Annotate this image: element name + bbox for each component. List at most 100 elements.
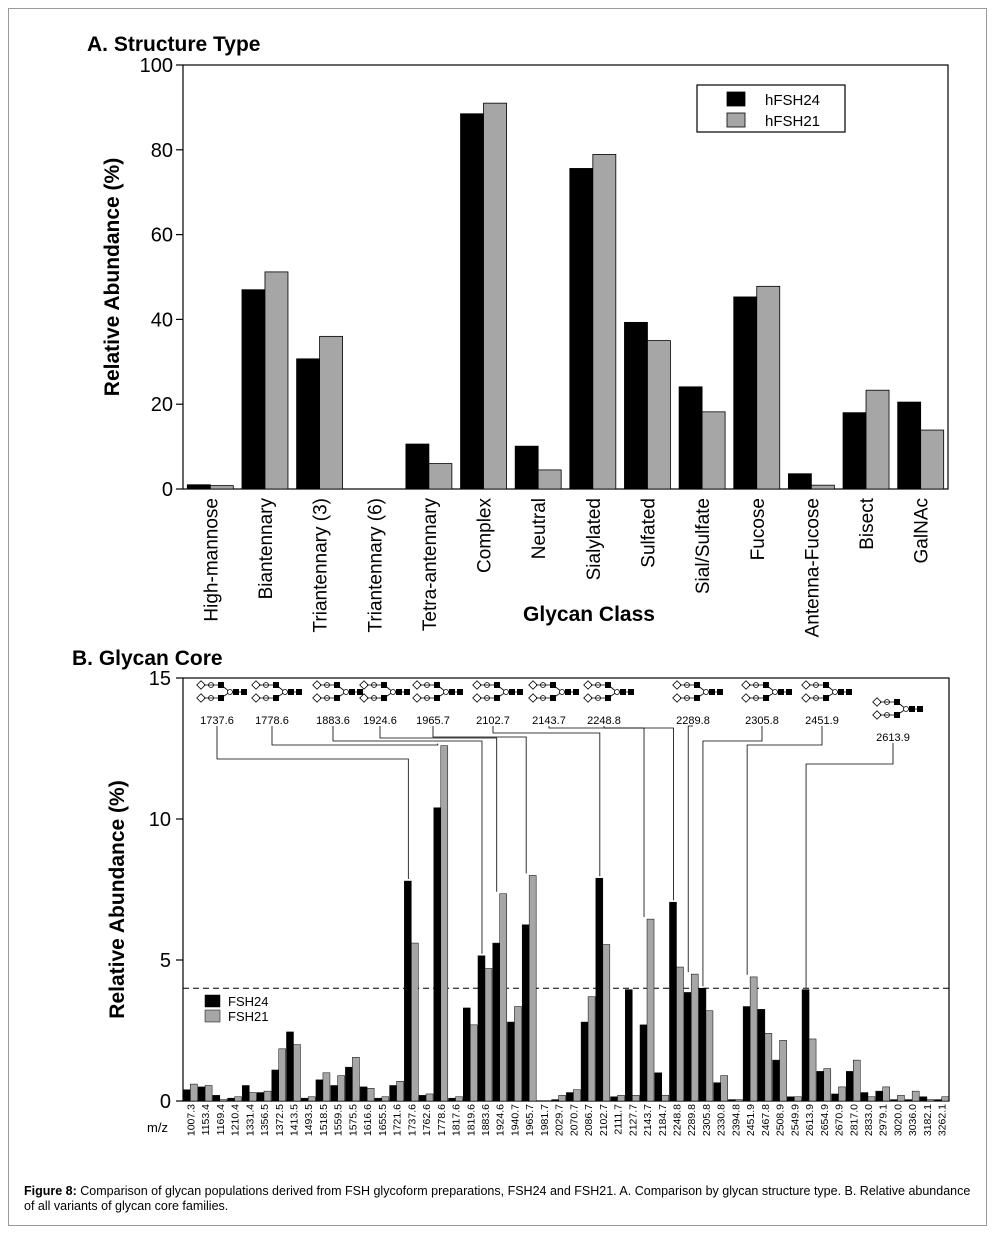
chart-b-xtick-label: 2305.8: [701, 1104, 713, 1136]
glycan-linkage: [367, 684, 407, 699]
chart-a-bar-hfsh21: [483, 102, 507, 490]
glycan-diamond-icon: [672, 693, 682, 703]
chart-b-xtick-label: 1762.6: [421, 1104, 433, 1136]
glycan-structure-annotation: 1883.6: [312, 680, 483, 954]
chart-b-xtick-label: 2086.7: [583, 1104, 595, 1136]
chart-b-bar-fsh24: [683, 992, 692, 1102]
chart-b-bar-fsh24: [610, 1096, 618, 1102]
glycan-glcnac-icon: [909, 706, 915, 712]
chart-b-bar-fsh21: [838, 1086, 846, 1102]
glycan-leader-line: [548, 726, 645, 918]
chart-b-bar-fsh24: [448, 1097, 456, 1102]
glycan-structure-annotation: 1778.6: [251, 680, 439, 746]
chart-a-ytick-label: 80: [151, 140, 173, 162]
chart-b-title: B. Glycan Core: [72, 647, 223, 670]
glycan-glcnac-icon: [573, 689, 579, 695]
glycan-linkage: [536, 684, 576, 699]
chart-a-bar-hfsh24: [460, 113, 484, 490]
chart-a-ylabel: Relative Abundance (%): [101, 158, 124, 396]
chart-b-bar-fsh24: [183, 1089, 191, 1102]
chart-a-bar-hfsh21: [537, 469, 562, 490]
glycan-leader-line: [805, 743, 894, 988]
chart-a-legend-label: hFSH24: [765, 92, 820, 109]
chart-b-legend-swatch: [204, 994, 221, 1008]
chart-b-bar-fsh24: [860, 1092, 869, 1102]
chart-b-bar-fsh21: [632, 1095, 640, 1102]
glycan-mass-label: 2248.8: [587, 715, 621, 727]
chart-b-xtick-label: 1007.3: [185, 1104, 197, 1136]
chart-b-xtick-label: 2451.9: [745, 1104, 757, 1136]
chart-b-xtick-label: 2549.9: [789, 1104, 801, 1136]
chart-b-bar-fsh21: [293, 1044, 301, 1102]
chart-b-bar-fsh21: [528, 875, 537, 1102]
glycan-glcnac-icon: [296, 689, 302, 695]
chart-b-xtick-label: 1924.6: [495, 1104, 507, 1136]
glycan-mass-label: 2305.8: [745, 715, 779, 727]
chart-a-structure-type: A. Structure Type 0 20 40 60 80 100 Relative Ab…: [87, 33, 949, 637]
chart-b-bar-fsh21: [322, 1072, 331, 1102]
chart-b-bar-fsh21: [617, 1095, 625, 1102]
chart-b-bar-fsh24: [639, 1024, 648, 1102]
glycan-leader-line: [432, 726, 527, 874]
chart-a-xtick-label: Sulfated: [638, 498, 659, 568]
chart-a-xtick-label: Bisect: [857, 497, 878, 549]
chart-b-xtick-label: 3262.1: [937, 1104, 949, 1136]
chart-a-bar-hfsh24: [897, 401, 922, 490]
glycan-leader-line: [492, 726, 601, 877]
chart-a-xtick-label: High-mannose: [201, 498, 222, 622]
chart-b-bar-fsh24: [625, 989, 633, 1102]
chart-b-bar-fsh21: [823, 1068, 832, 1102]
chart-b-xtick-label: 2817.0: [848, 1104, 860, 1136]
glycan-structure-annotation: 2248.8: [583, 680, 674, 901]
chart-b-bar-fsh24: [315, 1079, 324, 1102]
chart-b-bar-fsh21: [366, 1088, 375, 1102]
chart-a-bar-hfsh24: [241, 289, 266, 490]
glycan-linkage: [749, 684, 789, 699]
glycan-linkage: [880, 701, 920, 716]
chart-b-bar-fsh21: [911, 1090, 920, 1102]
chart-a-bar-hfsh24: [514, 445, 539, 490]
chart-b-xtick-label: 2467.8: [760, 1104, 772, 1136]
glycan-glcnac-icon: [846, 689, 852, 695]
glycan-diamond-icon: [528, 693, 538, 703]
chart-a-bar-hfsh21: [920, 429, 945, 490]
chart-b-bar-fsh21: [455, 1096, 463, 1102]
chart-b-bar-fsh24: [580, 1021, 589, 1102]
chart-b-bar-fsh21: [720, 1075, 728, 1102]
chart-b-xtick-label: 1518.5: [318, 1104, 330, 1136]
glycan-glcnac-icon: [449, 689, 455, 695]
chart-b-xtick-label: 2394.8: [730, 1104, 742, 1136]
chart-b-bar-fsh21: [307, 1096, 316, 1102]
glycan-linkage: [420, 684, 460, 699]
glycan-structure-annotation: 2613.9: [805, 697, 923, 988]
chart-b-xtick-label: 2184.7: [657, 1104, 669, 1136]
chart-a-xtick-label: Fucose: [748, 498, 769, 560]
chart-b-bar-fsh21: [779, 1040, 787, 1102]
chart-b-xtick-label: 2248.8: [671, 1104, 683, 1136]
chart-b-bar-fsh24: [669, 901, 677, 1102]
chart-b-xtick-label: 3182.1: [922, 1104, 934, 1136]
glycan-structure-annotation: 2289.8: [672, 680, 723, 973]
glycan-mannose-icon: [903, 706, 909, 712]
chart-b-bar-fsh24: [286, 1031, 294, 1102]
glycan-mannose-icon: [614, 689, 620, 695]
chart-b-bar-fsh21: [425, 1093, 434, 1102]
glycan-diamond-icon: [801, 693, 811, 703]
glycan-diamond-icon: [672, 680, 682, 690]
chart-a-xtick-label: Sial/Sulfate: [693, 498, 714, 594]
glycan-structure-annotation: 1737.6: [196, 680, 409, 880]
glycan-glcnac-icon: [838, 689, 844, 695]
glycan-glcnac-icon: [233, 689, 239, 695]
chart-b-bar-fsh21: [690, 973, 699, 1102]
chart-b-bar-fsh24: [227, 1097, 235, 1102]
chart-b-bar-fsh24: [728, 1099, 736, 1102]
chart-b-bar-fsh24: [492, 942, 500, 1102]
chart-b-xtick-label: 1981.7: [539, 1104, 551, 1136]
chart-b-xtick-label: 1493.5: [303, 1104, 315, 1136]
glycan-diamond-icon: [472, 680, 482, 690]
glycan-leader-line: [746, 726, 823, 975]
chart-a-bar-hfsh24: [186, 484, 211, 490]
glycan-glcnac-icon: [357, 689, 363, 695]
chart-a-ytick-label: 60: [151, 225, 173, 247]
chart-a-bar-hfsh24: [733, 296, 758, 490]
